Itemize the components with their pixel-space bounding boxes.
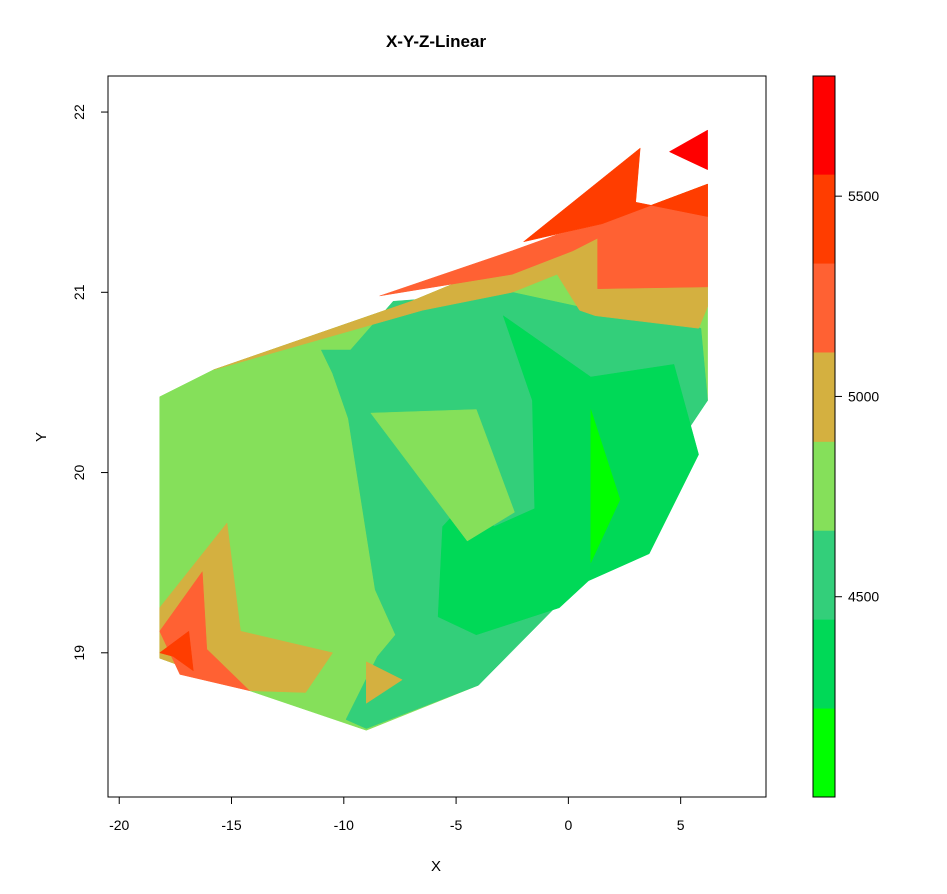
x-tick-label: -20 xyxy=(109,817,129,833)
x-tick-label: 0 xyxy=(564,817,572,833)
y-axis-label: Y xyxy=(33,432,50,442)
contour-region-12 xyxy=(523,147,708,243)
contour-region-6 xyxy=(366,661,403,704)
x-axis-label: X xyxy=(431,858,441,875)
y-tick-label: 20 xyxy=(71,465,87,481)
contour-region-5 xyxy=(370,409,515,542)
contour-region-13 xyxy=(668,129,708,171)
y-tick-label: 21 xyxy=(71,284,87,300)
color-key-tick-label: 5000 xyxy=(848,388,879,404)
color-key-swatch-3 xyxy=(813,530,835,620)
x-axis: -20 -15 -10 -5 0 5 xyxy=(109,796,685,833)
color-key-swatch-6 xyxy=(813,263,835,353)
color-key-tick-label: 5500 xyxy=(848,188,879,204)
contour-region-4 xyxy=(590,409,621,563)
color-key-swatch-7 xyxy=(813,174,835,264)
color-key: 4500 5000 5500 xyxy=(812,75,879,798)
contour-region-9 xyxy=(159,630,194,672)
color-key-swatch-2 xyxy=(813,619,835,709)
x-tick-label: -15 xyxy=(221,817,241,833)
plot-area xyxy=(159,129,708,731)
color-key-tick-label: 4500 xyxy=(848,589,879,605)
color-key-swatch-1 xyxy=(813,708,835,798)
color-key-swatch-5 xyxy=(813,351,835,442)
contour-region-3 xyxy=(437,315,699,636)
y-tick-label: 19 xyxy=(71,645,87,661)
color-key-swatch-4 xyxy=(813,441,835,531)
chart-title: X-Y-Z-Linear xyxy=(386,32,487,51)
x-tick-label: -10 xyxy=(334,817,354,833)
contour-region-11 xyxy=(379,183,708,297)
x-tick-label: -5 xyxy=(450,817,463,833)
x-tick-label: 5 xyxy=(677,817,685,833)
y-tick-label: 22 xyxy=(71,104,87,120)
y-axis: 19 20 21 22 xyxy=(71,104,109,661)
color-key-swatch-8 xyxy=(813,76,835,175)
color-key-frame xyxy=(812,75,836,798)
